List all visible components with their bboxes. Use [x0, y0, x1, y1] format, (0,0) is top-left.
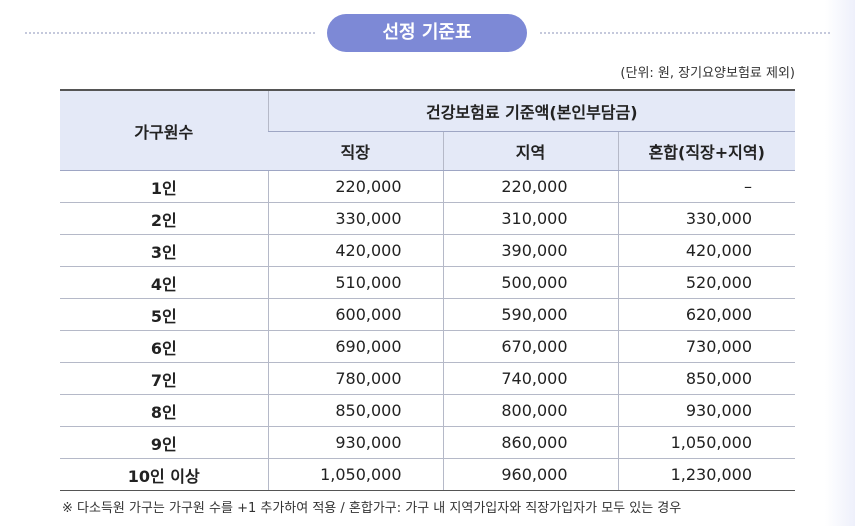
divider: [25, 32, 315, 34]
header-cell: 지역: [442, 131, 618, 171]
cell: 800,000: [442, 394, 618, 427]
header-cell: 건강보험료 기준액(본인부담금): [267, 89, 796, 132]
cell: 960,000: [442, 458, 618, 491]
row-header: 1인: [60, 170, 268, 203]
table-row: 1인 220,000 220,000–: [60, 170, 796, 203]
cell: 420,000: [267, 234, 443, 267]
table-row: 6인 690,000 670,000 730,000: [60, 330, 796, 363]
cell: 220,000: [442, 170, 618, 203]
row-header: 10인 이상: [60, 458, 268, 491]
cell: 730,000: [617, 330, 796, 363]
cell: 620,000: [617, 298, 796, 331]
criteria-table: 가구원수 건강보험료 기준액(본인부담금) 직장 지역 혼합(직장+지역) 1인 22…: [60, 89, 796, 491]
header-cell: 혼합(직장+지역): [617, 131, 796, 171]
row-header: 9인: [60, 426, 268, 459]
cell: 600,000: [267, 298, 443, 331]
row-header: 8인: [60, 394, 268, 427]
footnote: ※ 다소득원 가구는 가구원 수를 +1 추가하여 적용 / 혼합가구: 가구 …: [62, 501, 682, 516]
row-header: 6인: [60, 330, 268, 363]
divider: [540, 32, 830, 34]
cell: 520,000: [617, 266, 796, 299]
cell: 420,000: [617, 234, 796, 267]
unit-note: (단위: 원, 장기요양보험료 제외): [620, 66, 795, 81]
cell: 860,000: [442, 426, 618, 459]
edge-shade: [825, 0, 855, 526]
row-header: 5인: [60, 298, 268, 331]
cell: 850,000: [617, 362, 796, 395]
table-row: 4인 510,000 500,000 520,000: [60, 266, 796, 299]
cell: 390,000: [442, 234, 618, 267]
table-row: 9인 930,000 860,000 1,050,000: [60, 426, 796, 459]
cell: 930,000: [617, 394, 796, 427]
cell: 510,000: [267, 266, 443, 299]
cell: 690,000: [267, 330, 443, 363]
cell: 850,000: [267, 394, 443, 427]
cell: 500,000: [442, 266, 618, 299]
table-row: 3인 420,000 390,000 420,000: [60, 234, 796, 267]
cell: 310,000: [442, 202, 618, 235]
cell: 330,000: [267, 202, 443, 235]
table-row: 8인 850,000 800,000 930,000: [60, 394, 796, 427]
header-cell: 가구원수: [60, 89, 268, 171]
title-pill: 선정 기준표: [327, 14, 527, 52]
table-row: 7인 780,000 740,000 850,000: [60, 362, 796, 395]
cell: 1,050,000: [617, 426, 796, 459]
row-header: 7인: [60, 362, 268, 395]
cell: 740,000: [442, 362, 618, 395]
table-row: 2인 330,000 310,000 330,000: [60, 202, 796, 235]
row-header: 2인: [60, 202, 268, 235]
table-row: 5인 600,000 590,000 620,000: [60, 298, 796, 331]
row-header: 4인: [60, 266, 268, 299]
cell: 1,050,000: [267, 458, 443, 491]
table-row: 10인 이상 1,050,000 960,000 1,230,000: [60, 458, 796, 491]
header-cell: 직장: [268, 131, 443, 171]
cell: 330,000: [617, 202, 796, 235]
cell: –: [617, 170, 796, 203]
cell: 930,000: [267, 426, 443, 459]
cell: 590,000: [442, 298, 618, 331]
cell: 1,230,000: [617, 458, 796, 491]
cell: 670,000: [442, 330, 618, 363]
cell: 780,000: [267, 362, 443, 395]
cell: 220,000: [267, 170, 443, 203]
row-header: 3인: [60, 234, 268, 267]
